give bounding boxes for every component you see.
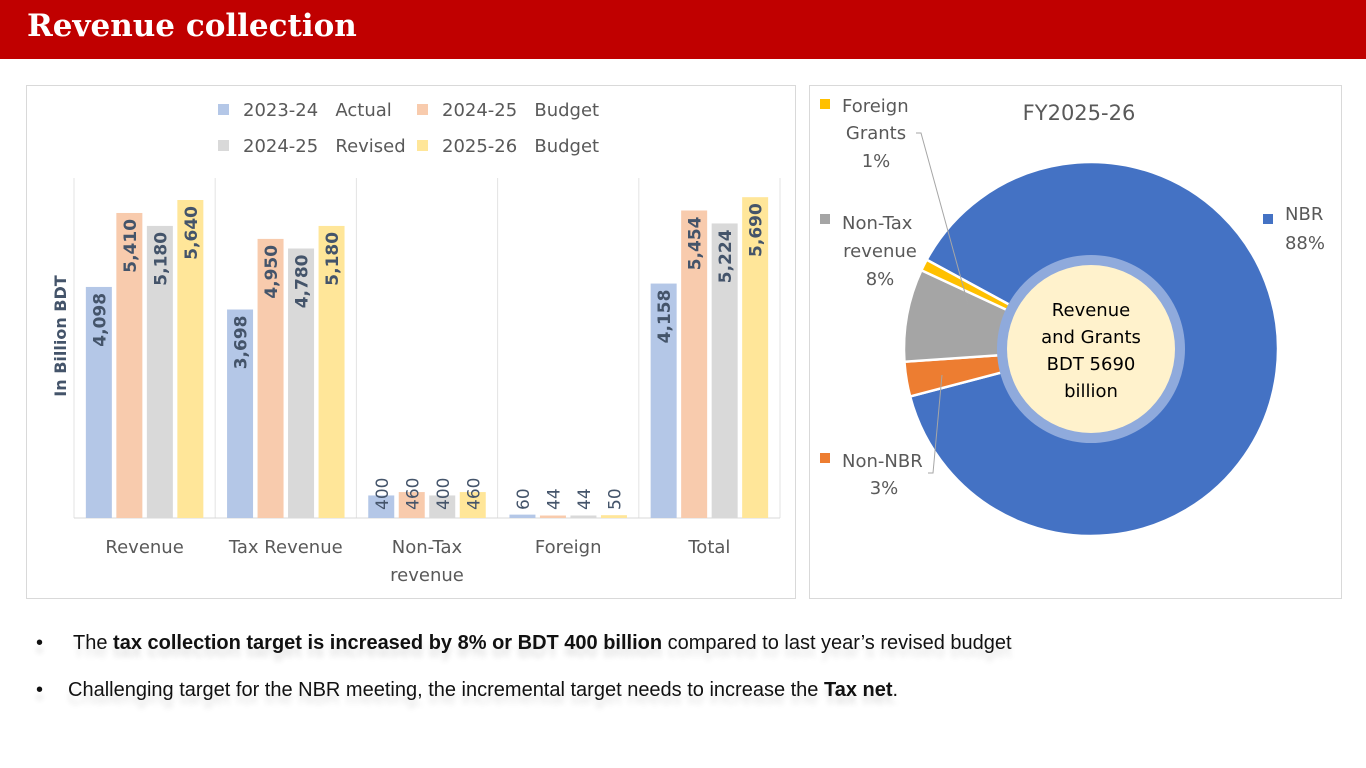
legend-swatch [218,140,229,151]
data-label: 5,690 [747,203,767,257]
x-tick-label: revenue [390,565,464,586]
data-label: 400 [373,478,393,510]
y-axis-label: In Billion BDT [51,275,70,396]
slice-label: 3% [870,478,899,499]
data-label: 400 [434,478,454,510]
bar-tax-revenue-series-0 [227,309,254,518]
bullet-text: The tax collection target is increased b… [73,632,1012,655]
slice-label: Grants [846,123,906,144]
legend-label: 2025-26 Budget [442,136,599,157]
bar-non-tax-revenue-series-2 [429,495,456,518]
bar-tax-revenue-series-3 [318,225,345,519]
data-label: 5,454 [686,216,706,270]
slice-label: revenue [843,241,917,262]
legend-label: 2024-25 Revised [243,136,406,157]
bar-total-series-0 [650,283,677,518]
x-tick-label: Revenue [105,537,183,558]
bullet-plain-text: compared to last year’s revised budget [662,632,1012,654]
doughnut-chart: FY2025-26 Revenue and Grants BDT 5690 billio… [820,96,1325,538]
page-title: Revenue collection [27,8,357,44]
data-label: 4,950 [262,245,282,299]
bar-total-series-2 [711,223,738,518]
data-label: 5,180 [151,232,171,286]
x-tick-label: Foreign [535,537,602,558]
bar-total-series-1 [681,210,708,518]
center-circle [1007,265,1175,433]
x-tick-label: Tax Revenue [228,537,343,558]
bullet-icon: • [36,679,44,701]
bar-revenue-series-1 [116,212,143,518]
data-label: 4,158 [655,290,675,344]
leader-line-foreign-grants [916,132,969,305]
legend-swatch [820,99,830,109]
legend-swatch [820,214,830,224]
bar-foreign-series-3 [600,515,627,518]
center-label: BDT 5690 [1047,354,1136,375]
leader-line-non-nbr [928,374,943,474]
chart-title: FY2025-26 [1023,101,1136,125]
data-label: 44 [575,488,595,510]
slice-label: Foreign [842,96,909,117]
legend-swatch [218,104,229,115]
slice-label: 1% [862,151,891,172]
bar-tax-revenue-series-1 [257,238,284,519]
bar-revenue-series-2 [146,225,173,519]
bullet-plain-text: The [73,632,114,654]
slice-label: Non-NBR [842,451,923,472]
bar-non-tax-revenue-series-0 [368,495,395,518]
data-label: 5,410 [121,219,141,273]
bullet-bold-text: Tax net [824,679,893,701]
data-label: 5,640 [182,206,202,260]
data-label: 460 [403,478,423,510]
bar-non-tax-revenue-series-1 [398,492,425,518]
x-tick-label: Non-Tax [392,537,463,558]
legend-swatch [1263,214,1273,224]
data-label: 4,098 [90,293,110,347]
data-label: 3,698 [232,315,252,369]
bar-chart-panel: In Billion BDT 4,098 5,410 5,180 5,640 Revenu… [26,85,796,599]
bar-foreign-series-2 [570,515,597,518]
title-bar: Revenue collection [0,0,1366,59]
bullet-plain-text: Challenging target for the NBR meeting, … [68,679,824,701]
center-label: Revenue [1052,300,1130,321]
data-label: 460 [464,478,484,510]
bar-chart: In Billion BDT 4,098 5,410 5,180 5,640 Revenu… [51,100,781,586]
center-label: and Grants [1041,327,1141,348]
data-label: 5,224 [716,229,736,283]
slice-label: 8% [866,269,895,290]
bar-foreign-series-1 [539,515,566,518]
center-label: billion [1064,381,1118,402]
legend-label: 2023-24 Actual [243,100,392,121]
data-label: 5,180 [323,232,343,286]
bar-foreign-series-0 [509,514,536,518]
bar-total-series-3 [742,197,769,518]
bullet-plain-text: . [892,679,899,701]
bullet-text: Challenging target for the NBR meeting, … [68,679,898,702]
data-label: 4,780 [293,254,313,308]
bar-non-tax-revenue-series-3 [459,492,486,518]
doughnut-chart-panel: FY2025-26 Revenue and Grants BDT 5690 billio… [809,85,1342,599]
legend-label: 2024-25 Budget [442,100,599,121]
bar-tax-revenue-series-2 [288,248,315,518]
legend-swatch [417,140,428,151]
data-label: 50 [605,488,625,510]
slice-label: NBR [1285,204,1323,225]
x-tick-label: Total [687,537,730,558]
bullet-bold-text: tax collection target is increased by 8%… [113,632,663,654]
data-label: 44 [544,488,564,510]
legend-swatch [417,104,428,115]
slice-label: 88% [1285,233,1325,254]
slice-label: Non-Tax [842,213,913,234]
legend-swatch [820,453,830,463]
data-label: 60 [514,488,534,510]
bullet-icon: • [36,632,44,654]
bar-revenue-series-3 [177,200,204,518]
bar-revenue-series-0 [85,286,112,518]
